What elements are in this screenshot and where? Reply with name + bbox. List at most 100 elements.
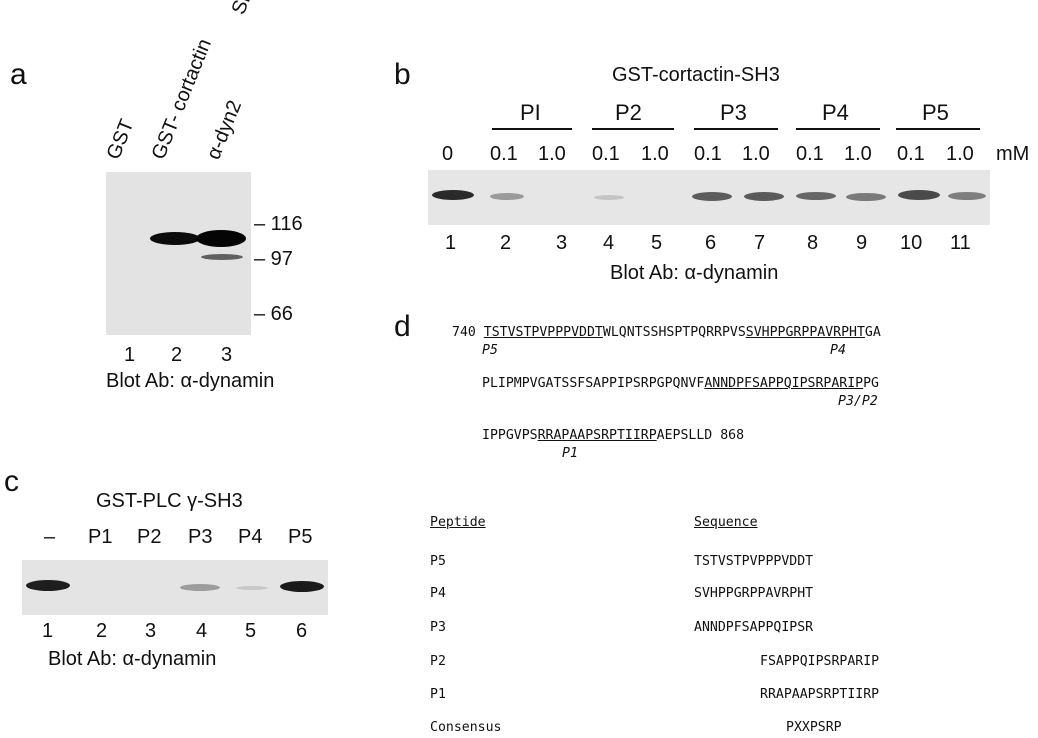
b-lane-number-6: 6 bbox=[705, 232, 717, 254]
seq-line-1-p4: SVHPPGRPPAVRPHT bbox=[745, 325, 865, 340]
seq-line-3: IPPGVPSRRAPAAPSRPTIIRPAEPSLLD 868 bbox=[482, 428, 744, 443]
conc-11: 1.0 bbox=[946, 143, 974, 165]
c-lane-number-5: 5 bbox=[245, 620, 257, 642]
c-blot-ab: Blot Ab: α-dynamin bbox=[48, 648, 217, 670]
conc-1: 0 bbox=[442, 143, 454, 165]
b-lane-number-7: 7 bbox=[754, 232, 766, 254]
table-row-sequence: ANNDPFSAPPQIPSR bbox=[694, 620, 814, 635]
table-row-sequence: SVHPPGRPPAVRPHT bbox=[694, 586, 814, 601]
b-lane-number-4: 4 bbox=[603, 232, 615, 254]
seq-label-p5: P5 bbox=[482, 343, 498, 358]
seq-line-2-p3p2: ANNDPFSAPPQIPSRPARIP bbox=[704, 376, 864, 391]
table-row-sequence: FSAPPQIPSRPARIP bbox=[760, 654, 880, 669]
band-a-lane3-97 bbox=[201, 254, 243, 260]
group-bar-p4 bbox=[796, 128, 880, 130]
table-row-peptide: P5 bbox=[430, 554, 446, 569]
conc-unit: mM bbox=[996, 143, 1030, 165]
band-b-lane6 bbox=[692, 192, 732, 201]
group-bar-p5 bbox=[896, 128, 980, 130]
table-row-peptide: P3 bbox=[430, 620, 446, 635]
b-lane-number-5: 5 bbox=[651, 232, 663, 254]
conc-6: 0.1 bbox=[694, 143, 722, 165]
seq-line-2-pre: PLIPMPVGATSSFSAPPIPSRPGPQNVF bbox=[482, 376, 705, 391]
a-blot-ab: Blot Ab: α-dynamin bbox=[106, 370, 275, 392]
conc-7: 1.0 bbox=[742, 143, 770, 165]
panel-a-blot bbox=[106, 172, 251, 335]
lane-label-sh3: SH3 bbox=[228, 0, 264, 18]
seq-label-p4: P4 bbox=[830, 343, 846, 358]
group-p3: P3 bbox=[720, 100, 747, 125]
band-b-lane8 bbox=[796, 192, 836, 200]
panel-b-blot bbox=[428, 170, 990, 225]
seq-label-p3p2: P3/P2 bbox=[838, 394, 878, 409]
c-lane-label-3: P2 bbox=[137, 526, 162, 548]
a-lane-number-1: 1 bbox=[124, 344, 136, 366]
lane-label-gst: GST bbox=[102, 116, 139, 163]
b-lane-number-10: 10 bbox=[900, 232, 923, 254]
band-c-lane6 bbox=[280, 581, 324, 592]
conc-8: 0.1 bbox=[796, 143, 824, 165]
band-b-lane2 bbox=[490, 193, 524, 200]
c-lane-label-6: P5 bbox=[288, 526, 313, 548]
seq-line-3-p1: RRAPAAPSRPTIIRP bbox=[537, 428, 657, 443]
table-row-peptide: P1 bbox=[430, 687, 446, 702]
panel-a-letter: a bbox=[10, 58, 27, 91]
c-lane-number-4: 4 bbox=[196, 620, 208, 642]
band-b-lane7 bbox=[744, 192, 784, 201]
seq-line-2-end: PG bbox=[863, 376, 879, 391]
conc-10: 0.1 bbox=[897, 143, 925, 165]
group-p2: P2 bbox=[615, 100, 642, 125]
group-p4: P4 bbox=[822, 100, 849, 125]
seq-label-p1: P1 bbox=[562, 446, 578, 461]
group-p5: P5 bbox=[922, 100, 949, 125]
panel-b-letter: b bbox=[394, 58, 411, 91]
marker-66: – 66 bbox=[254, 303, 293, 325]
b-lane-number-9: 9 bbox=[856, 232, 868, 254]
table-row-peptide: Consensus bbox=[430, 720, 502, 735]
table-row-peptide: P4 bbox=[430, 586, 446, 601]
band-c-lane4 bbox=[180, 584, 220, 591]
group-p1: PI bbox=[520, 100, 541, 125]
marker-97: – 97 bbox=[254, 248, 293, 270]
b-lane-number-3: 3 bbox=[556, 232, 568, 254]
c-lane-number-1: 1 bbox=[42, 620, 54, 642]
panel-d-letter: d bbox=[394, 310, 411, 343]
panel-b-title: GST-cortactin-SH3 bbox=[612, 64, 780, 86]
seq-line-1-start: 740 bbox=[452, 325, 476, 340]
b-lane-number-2: 2 bbox=[500, 232, 512, 254]
band-a-lane3 bbox=[196, 230, 246, 247]
seq-line-3-pre: IPPGVPS bbox=[482, 428, 538, 443]
c-lane-label-2: P1 bbox=[88, 526, 113, 548]
conc-5: 1.0 bbox=[641, 143, 669, 165]
lane-label-alpha-dyn2: α-dyn2 bbox=[202, 97, 247, 163]
table-row-sequence: RRAPAAPSRPTIIRP bbox=[760, 687, 880, 702]
group-bar-p3 bbox=[694, 128, 778, 130]
table-row-sequence: PXXPSRP bbox=[786, 720, 842, 735]
c-lane-number-3: 3 bbox=[145, 620, 157, 642]
seq-line-1: 740 TSTVSTPVPPPVDDTWLQNTSSHSPTPQRRPVSSVH… bbox=[452, 325, 881, 340]
marker-116: – 116 bbox=[254, 213, 303, 235]
group-bar-p2 bbox=[592, 128, 674, 130]
table-row-sequence: TSTVSTPVPPPVDDT bbox=[694, 554, 814, 569]
panel-c-blot bbox=[22, 560, 328, 615]
band-c-lane1 bbox=[26, 580, 70, 591]
seq-line-3-end: AEPSLLD 868 bbox=[656, 428, 745, 443]
c-lane-label-1: – bbox=[44, 526, 56, 548]
conc-2: 0.1 bbox=[490, 143, 518, 165]
panel-c-letter: c bbox=[4, 465, 19, 498]
conc-9: 1.0 bbox=[844, 143, 872, 165]
a-lane-number-3: 3 bbox=[221, 344, 233, 366]
a-lane-number-2: 2 bbox=[171, 344, 183, 366]
group-bar-p1 bbox=[492, 128, 572, 130]
seq-line-2: PLIPMPVGATSSFSAPPIPSRPGPQNVFANNDPFSAPPQI… bbox=[482, 376, 879, 391]
table-row-peptide: P2 bbox=[430, 654, 446, 669]
band-a-lane2 bbox=[150, 232, 200, 245]
seq-line-1-p5: TSTVSTPVPPPVDDT bbox=[483, 325, 603, 340]
seq-line-1-end: GA bbox=[864, 325, 881, 340]
band-b-lane1 bbox=[432, 190, 474, 200]
band-b-lane9 bbox=[846, 193, 886, 201]
c-lane-number-2: 2 bbox=[96, 620, 108, 642]
c-lane-label-5: P4 bbox=[238, 526, 263, 548]
band-b-lane10 bbox=[898, 190, 940, 200]
c-lane-number-6: 6 bbox=[296, 620, 308, 642]
